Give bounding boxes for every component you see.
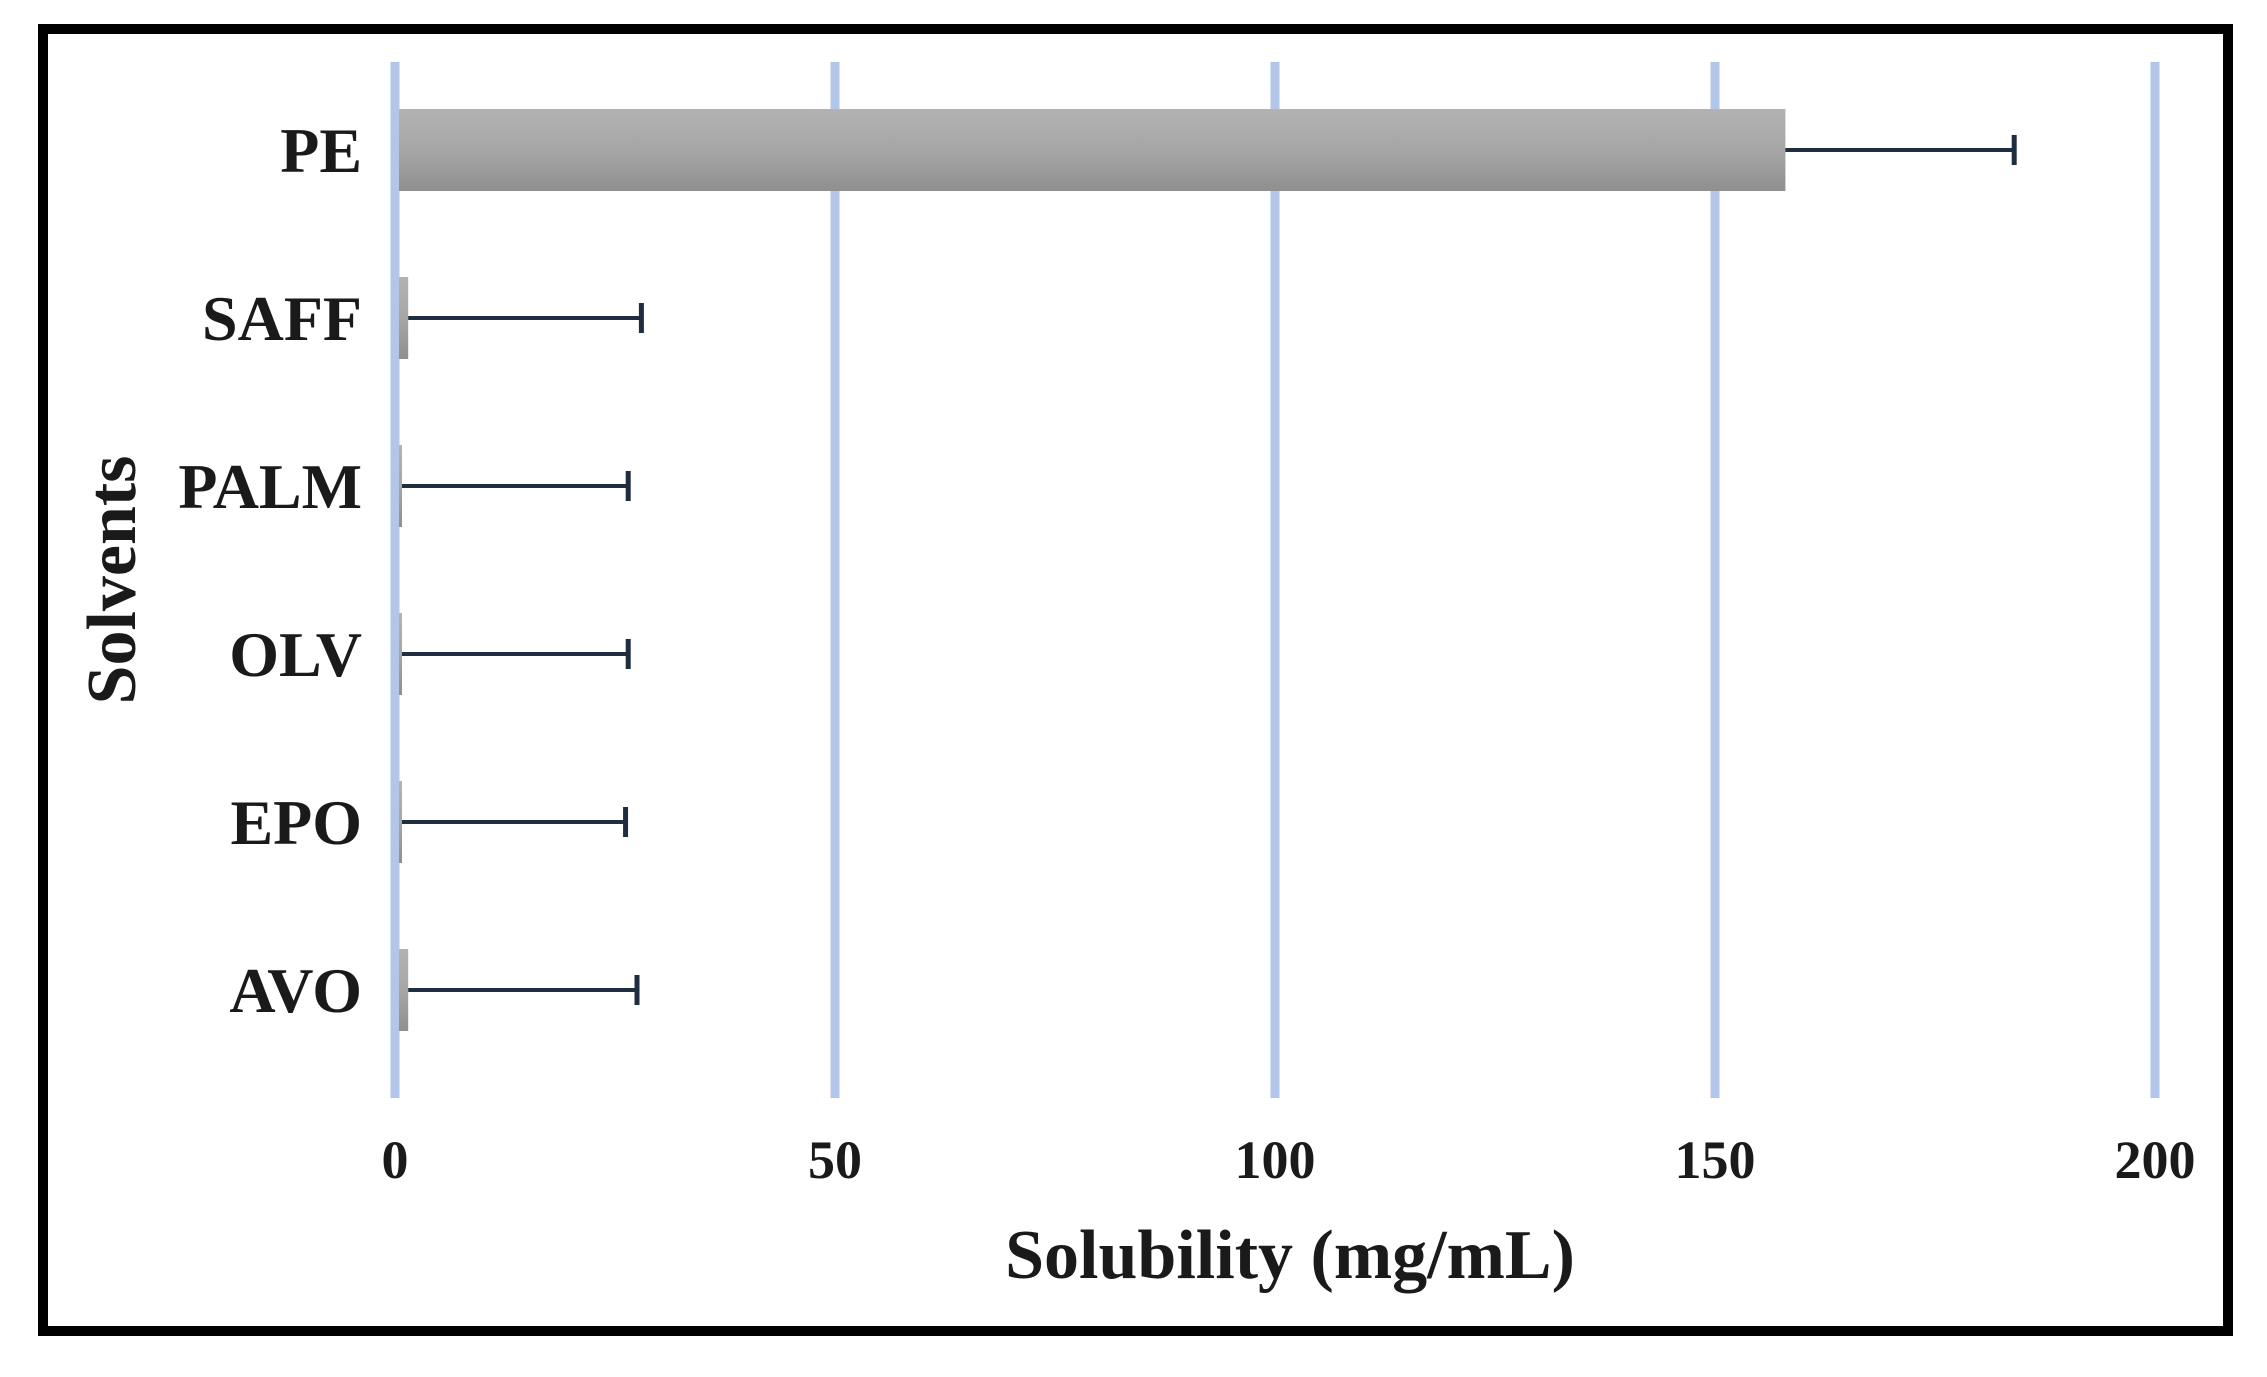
error-bars bbox=[402, 135, 2017, 1005]
category-label: AVO bbox=[229, 955, 362, 1026]
category-label: PALM bbox=[178, 451, 362, 522]
bar-palm bbox=[399, 445, 402, 527]
y-axis-title: Solvents bbox=[74, 456, 151, 705]
x-tick-label: 150 bbox=[1675, 1130, 1756, 1190]
x-tick-label: 100 bbox=[1235, 1130, 1316, 1190]
chart-frame bbox=[38, 24, 2233, 1336]
x-axis-title: Solubility (mg/mL) bbox=[1005, 1217, 1575, 1294]
category-label: PE bbox=[280, 115, 362, 186]
bar-olv bbox=[399, 613, 402, 695]
bar-epo bbox=[399, 781, 402, 863]
bar-avo bbox=[399, 949, 409, 1031]
category-labels: PE SAFF PALM OLV EPO AVO bbox=[178, 115, 362, 1026]
category-label: SAFF bbox=[202, 283, 362, 354]
x-tick-label: 200 bbox=[2115, 1130, 2196, 1190]
bar-saff bbox=[399, 277, 409, 359]
category-label: OLV bbox=[229, 619, 362, 690]
category-label: EPO bbox=[230, 787, 362, 858]
x-tick-labels: 0 50 100 150 200 bbox=[382, 1130, 2196, 1190]
x-tick-label: 50 bbox=[808, 1130, 862, 1190]
bars bbox=[399, 109, 1786, 1031]
x-tick-label: 0 bbox=[382, 1130, 409, 1190]
bar-pe bbox=[399, 109, 1786, 191]
gridlines bbox=[390, 62, 2160, 1098]
